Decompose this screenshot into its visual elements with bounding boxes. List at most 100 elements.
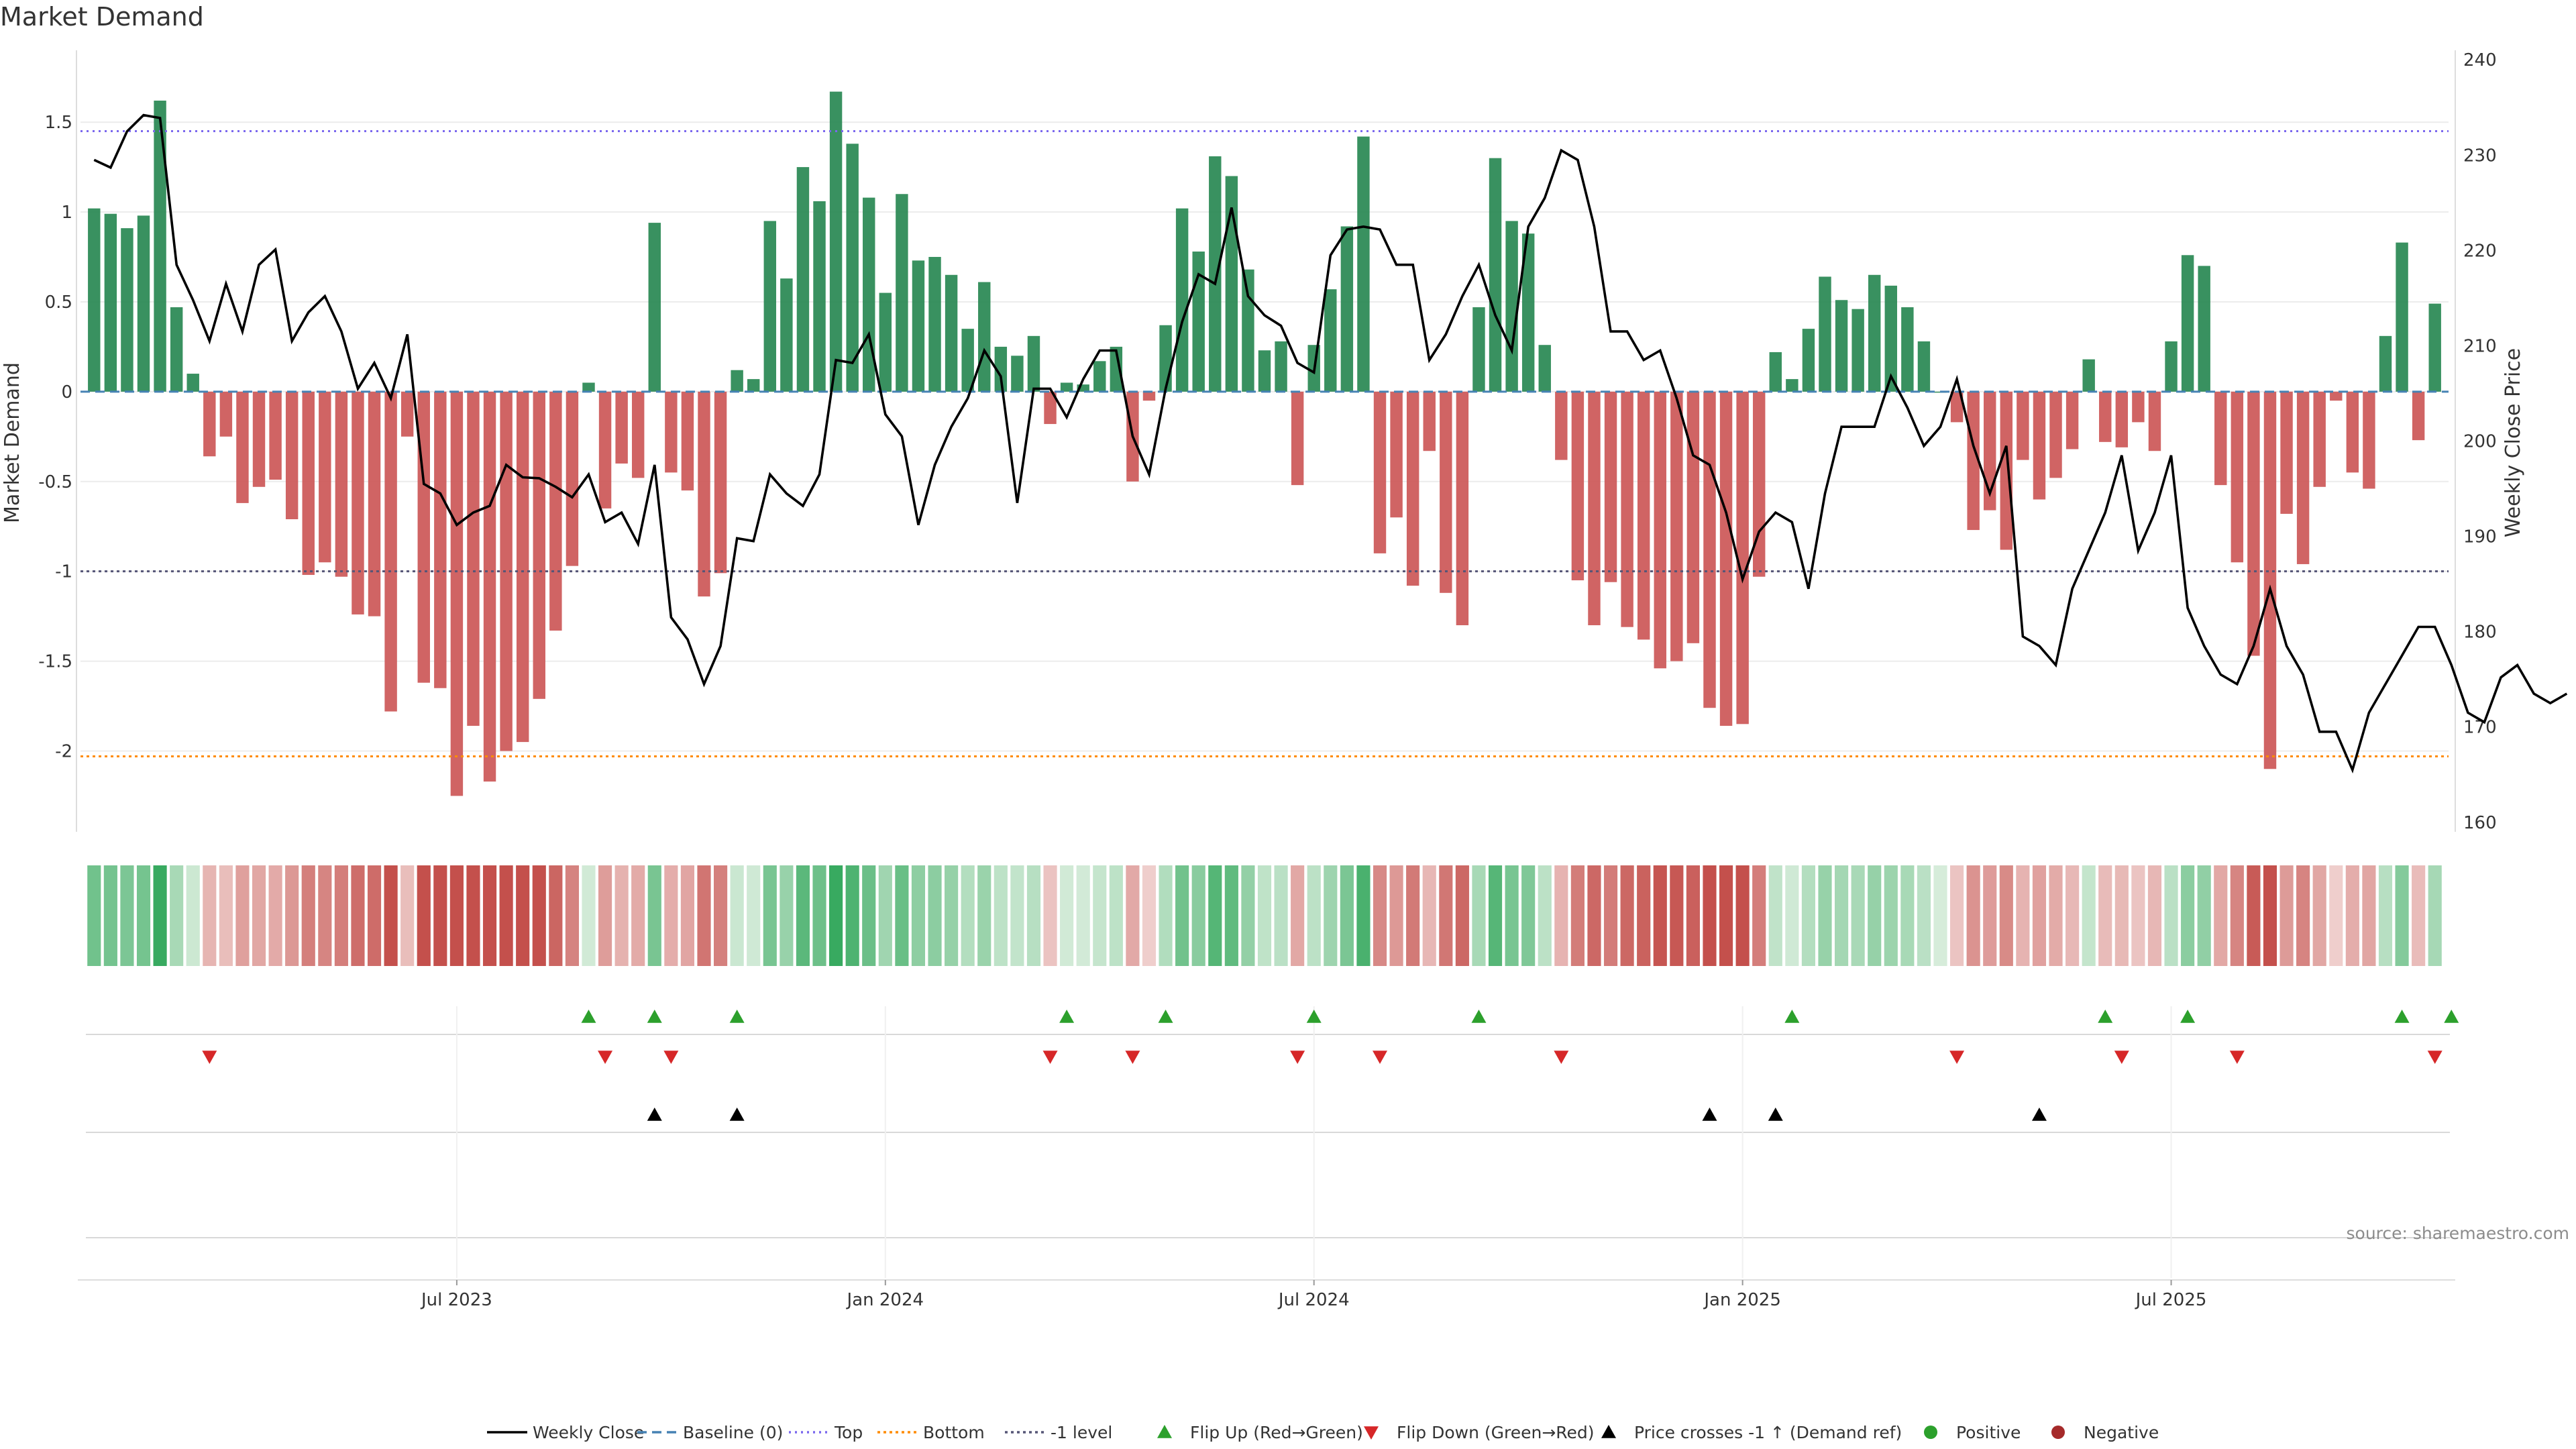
heat-cell	[433, 865, 447, 966]
demand-bar	[2132, 391, 2145, 423]
legend-label: Weekly Close	[533, 1423, 644, 1442]
signal-panel	[78, 1006, 2459, 1281]
heat-cell	[747, 865, 761, 966]
demand-bar	[285, 391, 299, 519]
heat-cell	[2164, 865, 2178, 966]
demand-bar	[1752, 391, 1766, 577]
flip-down-marker	[2114, 1051, 2129, 1064]
legend: Weekly Close Baseline (0) Top Bottom -1 leve…	[487, 1423, 2159, 1442]
demand-bar	[879, 292, 892, 392]
heat-cell	[2329, 865, 2343, 966]
demand-bar	[2065, 391, 2079, 449]
heat-cell	[1521, 865, 1536, 966]
heat-cell	[252, 865, 266, 966]
demand-bar	[846, 144, 859, 392]
heat-cell	[862, 865, 876, 966]
demand-bar	[1390, 391, 1403, 518]
legend-label: Flip Down (Green→Red)	[1397, 1423, 1595, 1442]
demand-bar	[1159, 325, 1172, 392]
demand-bar	[1489, 158, 1502, 392]
main-panel: 1.5 1 0.5 0 -0.5 -1 -1.5 -2 240 230 220 210 200 190 1…	[1, 50, 2568, 833]
legend-item: Positive	[1924, 1423, 2021, 1442]
demand-bar	[1686, 391, 1700, 643]
demand-bar	[1110, 346, 1123, 392]
demand-bar	[2181, 255, 2194, 392]
heat-cell	[1241, 865, 1255, 966]
legend-item: Top	[789, 1423, 863, 1442]
heat-cell	[466, 865, 480, 966]
demand-bar	[1736, 391, 1749, 724]
reference-lines	[80, 130, 2449, 758]
price-cross-marker	[2031, 1108, 2047, 1121]
heat-cell	[1026, 865, 1041, 966]
demand-bar	[1291, 391, 1304, 486]
demand-bar	[219, 391, 233, 437]
legend-label: Baseline (0)	[683, 1423, 783, 1442]
demand-bar	[2379, 335, 2392, 392]
price-cross-marker	[1702, 1108, 1717, 1121]
chart-title: Market Demand	[0, 2, 204, 32]
demand-bar	[2412, 391, 2425, 441]
demand-bar	[154, 100, 166, 392]
demand-bar	[896, 194, 908, 392]
demand-bar	[137, 215, 150, 392]
heat-cell	[170, 865, 184, 966]
demand-bar	[1984, 391, 1996, 511]
heat-cell	[1768, 865, 1782, 966]
demand-bar	[1851, 309, 1864, 392]
flip-down-marker	[2427, 1051, 2443, 1064]
flip-up-marker	[1158, 1010, 1173, 1023]
heat-cell	[482, 865, 497, 966]
demand-bar	[1505, 221, 1518, 392]
demand-bar	[1835, 300, 1848, 392]
heat-cell	[2263, 865, 2277, 966]
legend-label: -1 level	[1051, 1423, 1112, 1442]
heat-cell	[1868, 865, 1882, 966]
heat-cell	[1324, 865, 1338, 966]
flip-down-marker	[663, 1051, 679, 1064]
heat-cell	[2082, 865, 2096, 966]
y-tick-label: 0	[61, 382, 72, 402]
y2-tick-label: 160	[2463, 813, 2497, 833]
demand-bar	[2033, 391, 2046, 500]
heat-cell	[1422, 865, 1436, 966]
demand-bar	[384, 391, 397, 712]
demand-bar	[681, 391, 694, 491]
demand-bar	[928, 256, 941, 392]
demand-bar	[104, 213, 117, 392]
heat-cell	[235, 865, 250, 966]
heat-cell	[1109, 865, 1123, 966]
legend-label: Positive	[1956, 1423, 2021, 1442]
heat-cell	[1406, 865, 1420, 966]
flip-down-marker	[2229, 1051, 2245, 1064]
y-tick-label: 1	[61, 203, 72, 223]
x-axis: Jul 2023 Jan 2024 Jul 2024 Jan 2025 Jul 2025	[420, 1280, 2206, 1310]
demand-bar	[121, 228, 133, 392]
heat-cell	[417, 865, 431, 966]
demand-bar	[1406, 391, 1419, 586]
demand-bar	[2296, 391, 2310, 564]
demand-bar	[269, 391, 282, 480]
demand-bar	[763, 221, 777, 392]
demand-bar	[2017, 391, 2029, 460]
heat-cell	[1191, 865, 1205, 966]
legend-swatch	[1924, 1426, 1937, 1439]
heat-cell	[1884, 865, 1898, 966]
heat-cell	[1208, 865, 1222, 966]
y-tick-label: -0.5	[38, 472, 72, 492]
legend-item: Bottom	[877, 1423, 985, 1442]
heat-cell	[2197, 865, 2211, 966]
heat-cell	[1933, 865, 1947, 966]
demand-bar	[2330, 391, 2343, 401]
legend-item: Negative	[2051, 1423, 2159, 1442]
flip-up-marker	[729, 1010, 745, 1023]
demand-bar	[533, 391, 545, 699]
demand-bar	[1060, 382, 1073, 392]
legend-item: Flip Up (Red→Green)	[1157, 1423, 1363, 1442]
flip-down-marker	[1125, 1051, 1140, 1064]
demand-bar	[2198, 266, 2210, 392]
flip-down-marker	[1373, 1051, 1388, 1064]
heat-cell	[1966, 865, 1980, 966]
heat-cell	[1917, 865, 1931, 966]
demand-bar	[1604, 391, 1617, 582]
